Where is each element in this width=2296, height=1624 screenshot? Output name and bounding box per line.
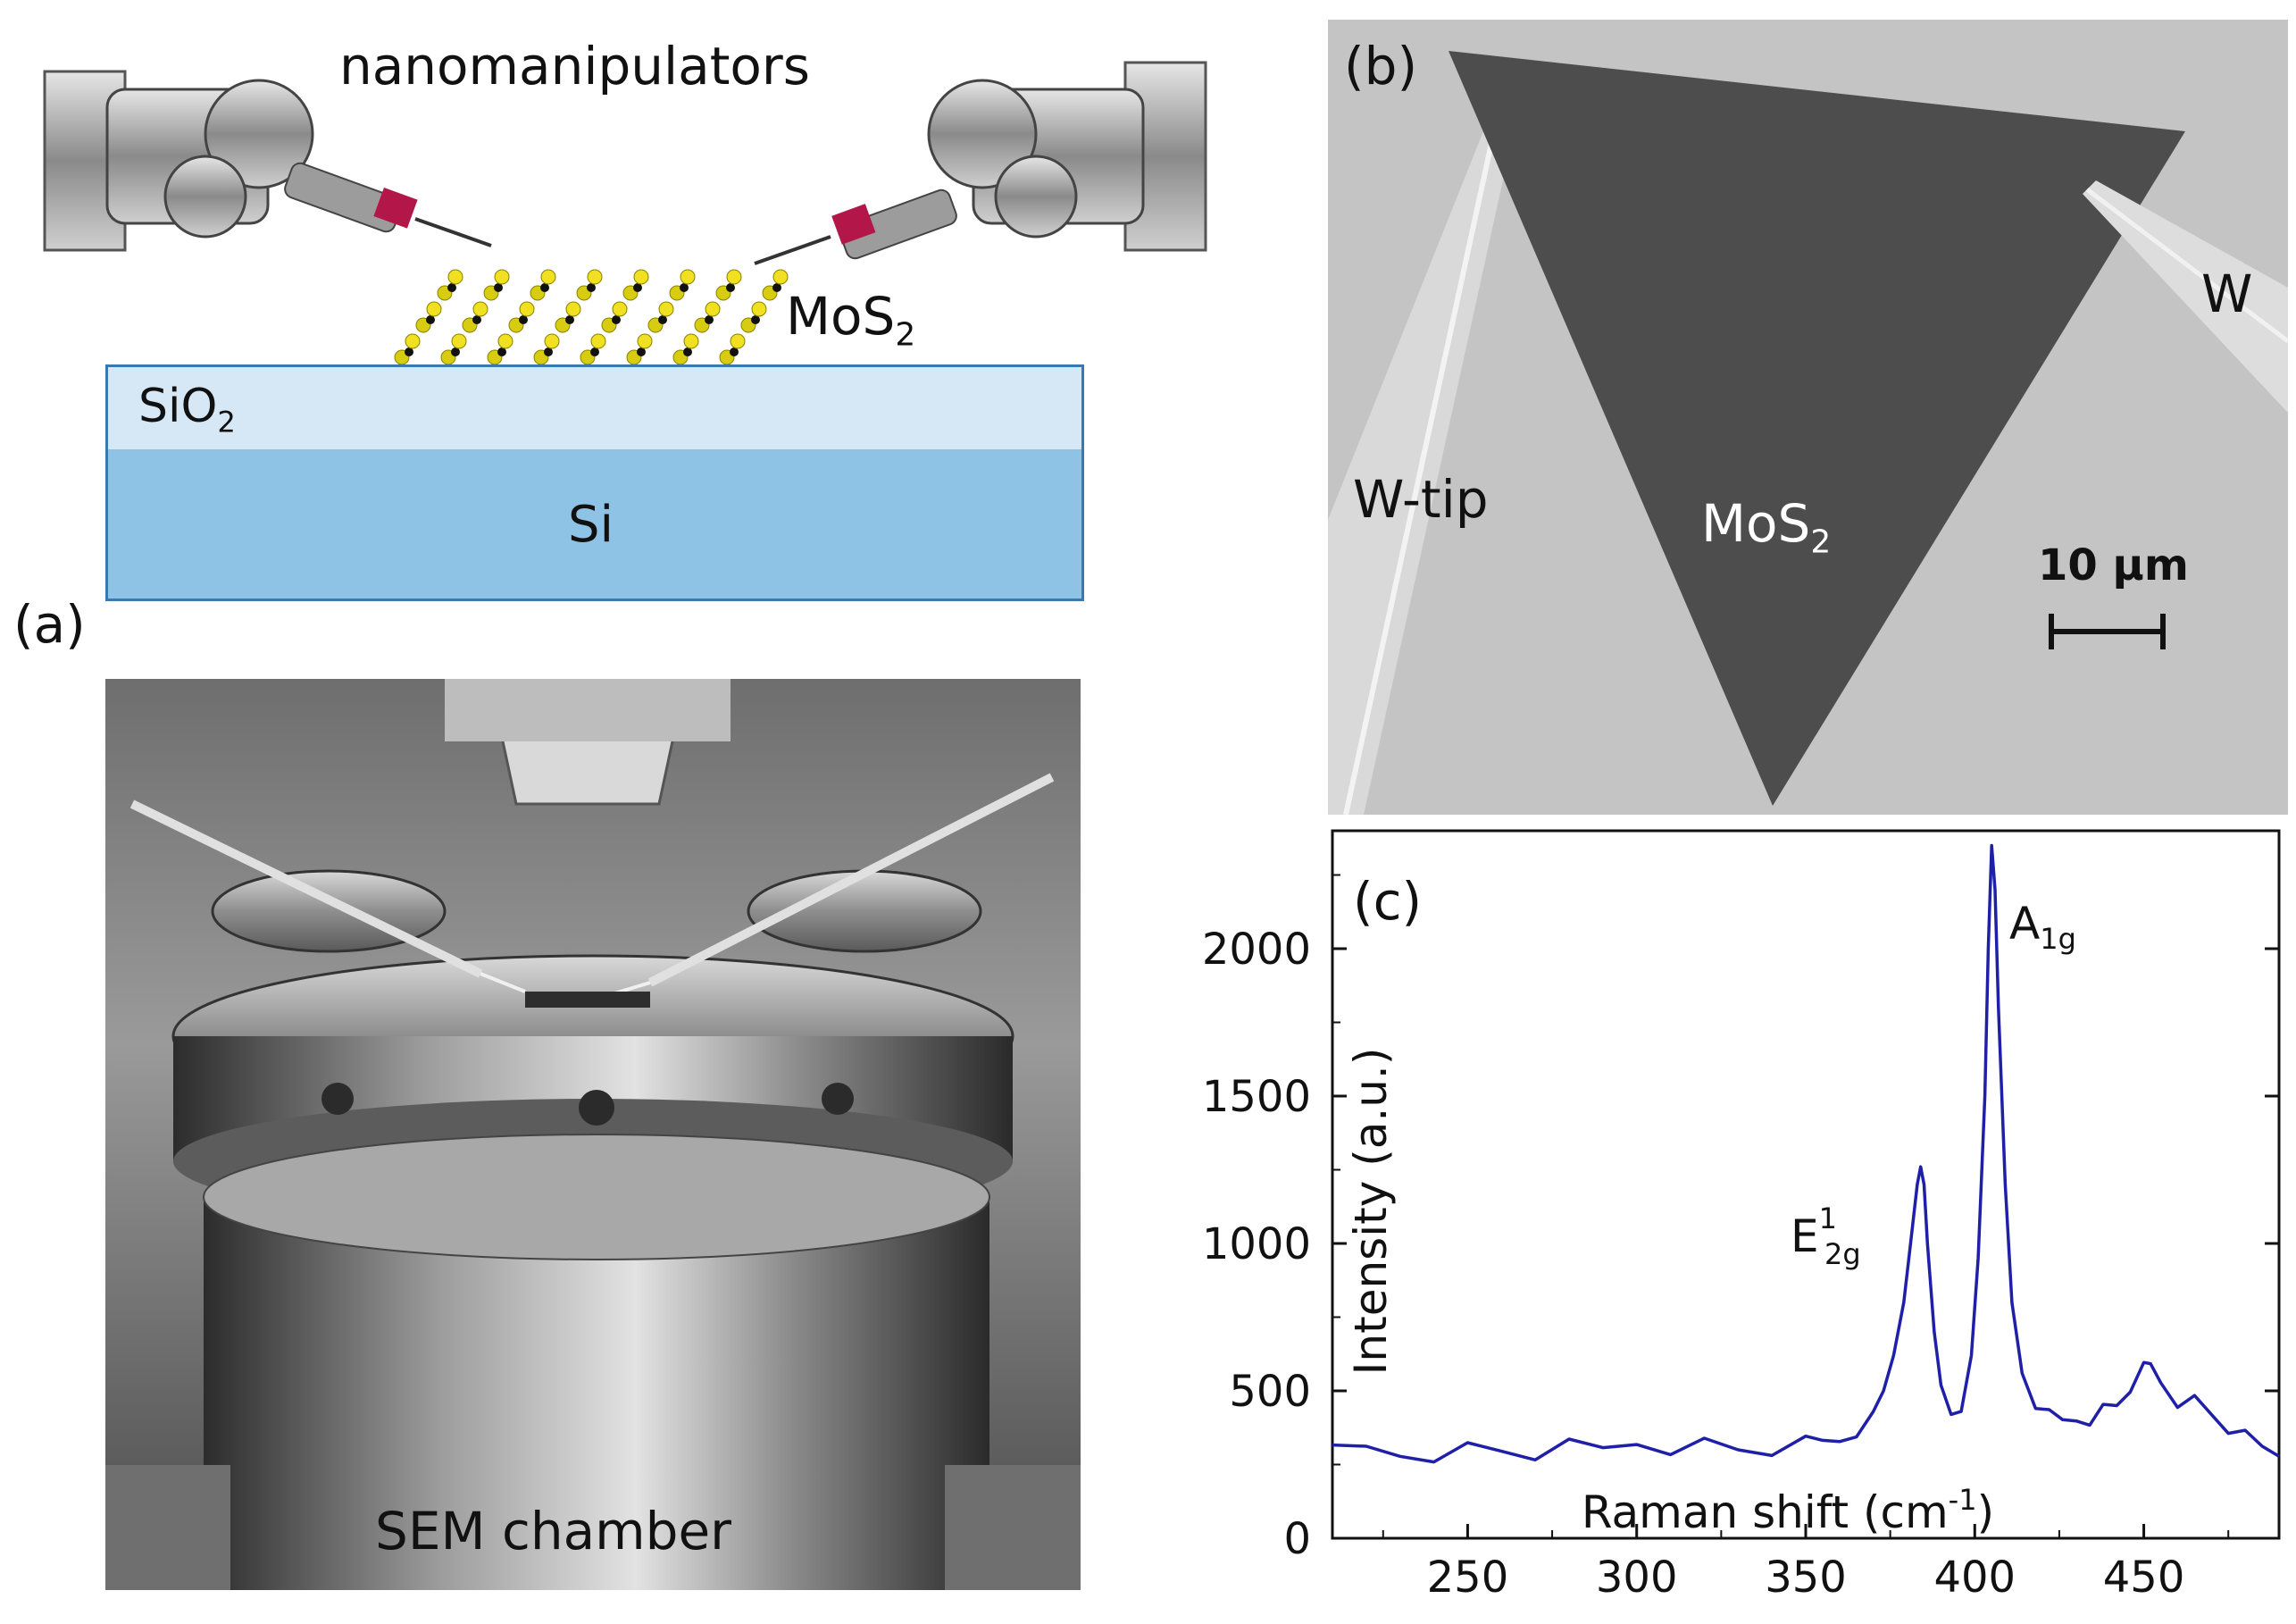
- molybdenum-atom: [494, 283, 503, 292]
- molybdenum-atom: [451, 347, 460, 356]
- x-tick-label: 250: [1427, 1553, 1509, 1603]
- x-tick-label: 350: [1765, 1553, 1847, 1603]
- sulfur-atom: [658, 301, 674, 317]
- molybdenum-atom: [426, 315, 435, 324]
- sulfur-atom: [405, 333, 421, 349]
- sulfur-atom: [633, 269, 649, 285]
- sulfur-atom: [726, 269, 742, 285]
- sulfur-atom: [494, 269, 510, 285]
- sulfur-atom: [612, 301, 628, 317]
- x-axis-label: Raman shift (cm-1): [1582, 1483, 1994, 1538]
- plot-frame: [1331, 829, 2281, 1540]
- molybdenum-atom: [565, 315, 574, 324]
- sulfur-atom: [472, 301, 488, 317]
- molybdenum-atom: [637, 347, 646, 356]
- y-tick-label: 500: [1229, 1367, 1311, 1417]
- nanomanipulators-title: nanomanipulators: [339, 36, 810, 96]
- molybdenum-atom: [405, 347, 413, 356]
- sio2-layer: [105, 364, 1084, 452]
- sio2-label: SiO2: [138, 380, 236, 439]
- panel-b-label: (b): [1344, 36, 1418, 96]
- panel-a-label: (a): [13, 594, 86, 655]
- molybdenum-atom: [730, 347, 739, 356]
- sem-chamber-caption: SEM chamber: [375, 1501, 731, 1561]
- sulfur-atom: [451, 333, 467, 349]
- si-label: Si: [568, 496, 614, 554]
- sulfur-atom: [587, 269, 603, 285]
- mos2-triangle-flake: [1449, 51, 2185, 806]
- molybdenum-atom: [540, 283, 549, 292]
- x-tick-label: 300: [1596, 1553, 1678, 1603]
- molybdenum-atom: [633, 283, 642, 292]
- sulfur-atom: [730, 333, 746, 349]
- mos2-molecular-layer: [394, 269, 789, 365]
- x-tick-label: 450: [2103, 1553, 2185, 1603]
- left-nanomanipulator: [43, 70, 492, 252]
- y-tick-label: 0: [1283, 1514, 1311, 1564]
- molybdenum-atom: [590, 347, 599, 356]
- sulfur-atom: [426, 301, 442, 317]
- sulfur-atom: [565, 301, 581, 317]
- mos2-sem-label: MoS2: [1701, 493, 1832, 561]
- peak-a1g-label: A1g: [2009, 898, 2076, 956]
- scale-bar-label: 10 µm: [2038, 540, 2189, 590]
- sulfur-atom: [590, 333, 606, 349]
- raman-spectrum-line: [1332, 843, 2280, 1464]
- x-tick-label: 400: [1933, 1553, 2016, 1603]
- molybdenum-atom: [447, 283, 456, 292]
- y-tick-label: 1500: [1202, 1072, 1311, 1122]
- sulfur-atom: [680, 269, 696, 285]
- w-right-label: W: [2201, 264, 2253, 324]
- molybdenum-atom: [680, 283, 689, 292]
- molybdenum-atom: [726, 283, 735, 292]
- y-axis-label: Intensity (a.u.): [1345, 1048, 1397, 1376]
- sulfur-atom: [447, 269, 463, 285]
- right-w-tip: [2083, 180, 2288, 413]
- panel-c-label: (c): [1353, 871, 1423, 932]
- molybdenum-atom: [472, 315, 481, 324]
- molybdenum-atom: [658, 315, 667, 324]
- peak-e2g-label: E12g: [1791, 1201, 1861, 1271]
- molybdenum-atom: [772, 283, 781, 292]
- y-tick-label: 1000: [1202, 1219, 1311, 1269]
- sulfur-atom: [519, 301, 535, 317]
- molybdenum-atom: [544, 347, 553, 356]
- sulfur-atom: [751, 301, 767, 317]
- sem-chamber-photo: [105, 679, 1081, 1590]
- sulfur-atom: [772, 269, 789, 285]
- molybdenum-atom: [683, 347, 692, 356]
- molybdenum-atom: [751, 315, 760, 324]
- sulfur-atom: [637, 333, 653, 349]
- y-tick-label: 2000: [1202, 925, 1311, 975]
- w-tip-label: W-tip: [1353, 469, 1489, 530]
- molybdenum-atom: [519, 315, 528, 324]
- si-substrate: [105, 449, 1084, 601]
- sulfur-atom: [683, 333, 699, 349]
- sem-image: [1328, 20, 2288, 815]
- molybdenum-atom: [587, 283, 596, 292]
- mos2-flake-label: MoS2: [786, 286, 916, 354]
- sulfur-atom: [705, 301, 721, 317]
- right-nanomanipulator: [754, 61, 1207, 265]
- raman-spectrum-chart: 0 500 1000 1500 2000 250 300 350 400 450 Raman shi…: [1202, 829, 2281, 1603]
- molybdenum-atom: [705, 315, 714, 324]
- sulfur-atom: [497, 333, 513, 349]
- molybdenum-atom: [497, 347, 506, 356]
- molybdenum-atom: [612, 315, 621, 324]
- sulfur-atom: [540, 269, 556, 285]
- sulfur-atom: [544, 333, 560, 349]
